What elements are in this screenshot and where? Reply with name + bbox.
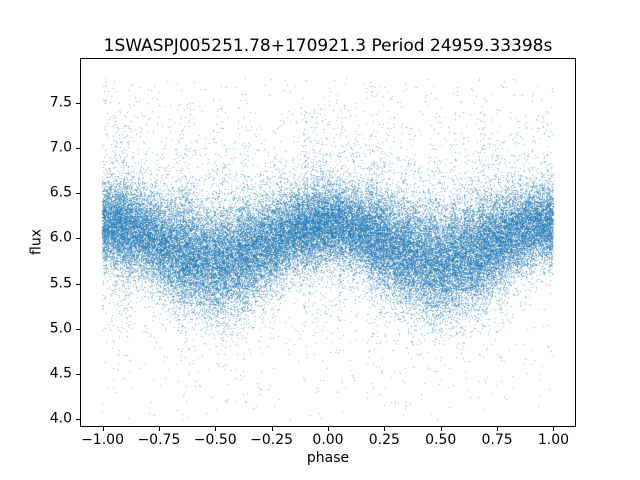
x-tick-label: −1.00 — [81, 432, 124, 448]
x-axis-label: phase — [306, 450, 350, 466]
x-tick-mark — [271, 427, 273, 431]
x-tick-mark — [440, 427, 442, 431]
x-tick-label: 0.25 — [368, 432, 400, 448]
y-tick-label: 6.0 — [49, 229, 72, 246]
y-tick-mark — [76, 193, 80, 195]
y-axis-label: flux — [28, 229, 45, 255]
scatter-plot-area — [80, 58, 576, 427]
y-tick-mark — [76, 283, 80, 285]
y-tick-label: 7.5 — [49, 94, 72, 111]
x-tick-label: 0.00 — [312, 432, 344, 448]
x-tick-label: −0.50 — [193, 432, 237, 448]
x-tick-mark — [553, 427, 555, 431]
x-tick-label: 0.50 — [425, 432, 457, 448]
y-tick-label: 4.5 — [49, 365, 72, 382]
y-tick-mark — [76, 103, 80, 105]
chart-title: 1SWASPJ005251.78+170921.3 Period 24959.3… — [103, 36, 553, 56]
x-tick-mark — [215, 427, 217, 431]
y-tick-label: 7.0 — [49, 139, 72, 156]
y-tick-mark — [76, 418, 80, 420]
x-tick-mark — [158, 427, 160, 431]
x-tick-label: −0.25 — [250, 432, 294, 448]
x-tick-mark — [497, 427, 499, 431]
y-tick-mark — [76, 148, 80, 150]
x-tick-mark — [384, 427, 386, 431]
x-tick-mark — [328, 427, 329, 431]
x-tick-label: 0.75 — [481, 432, 513, 448]
y-tick-mark — [76, 328, 80, 330]
y-tick-label: 5.5 — [49, 275, 72, 292]
y-tick-label: 6.5 — [49, 184, 72, 201]
y-tick-mark — [76, 373, 80, 375]
y-tick-label: 5.0 — [49, 320, 72, 337]
x-tick-label: 1.00 — [537, 432, 570, 448]
y-tick-label: 4.0 — [49, 410, 72, 427]
y-tick-mark — [76, 238, 80, 240]
x-tick-label: −0.75 — [137, 432, 181, 448]
x-tick-mark — [102, 427, 104, 431]
